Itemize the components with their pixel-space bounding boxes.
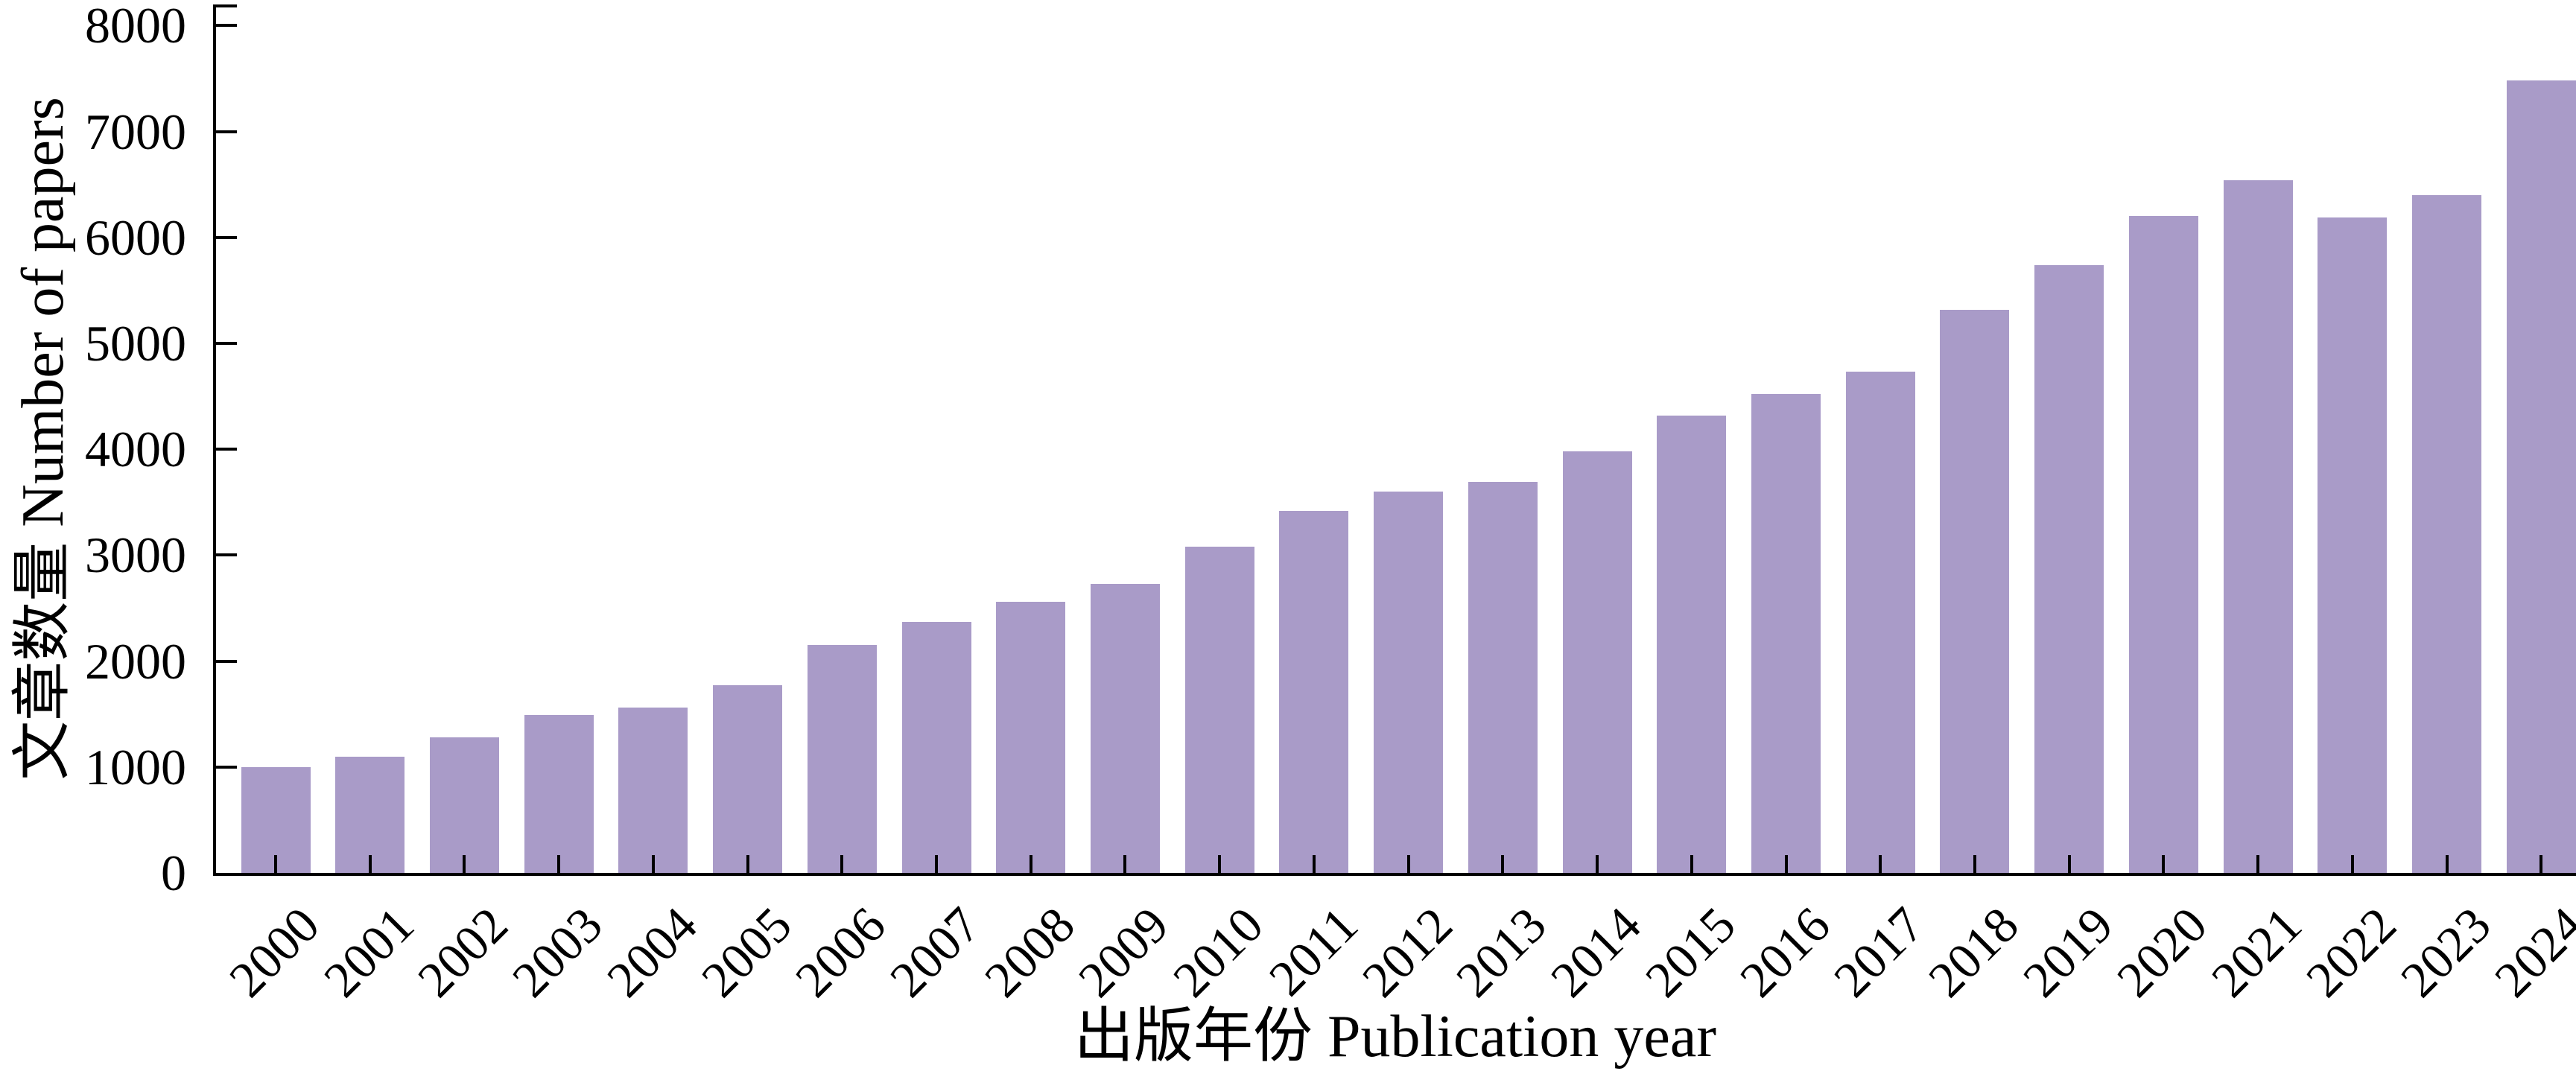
bar-2006 — [807, 645, 877, 873]
x-axis-tick — [274, 855, 277, 873]
x-axis-tick — [1501, 855, 1505, 873]
x-axis-tick — [1218, 855, 1222, 873]
x-axis-tick — [1029, 855, 1032, 873]
bar-2005 — [713, 685, 783, 873]
plot-area — [213, 4, 2576, 876]
y-tick-label-6000: 6000 — [85, 209, 186, 266]
bar-2010 — [1184, 547, 1254, 873]
bar-2021 — [2223, 180, 2293, 873]
x-axis-tick — [1406, 855, 1410, 873]
y-axis-end-tick — [216, 4, 237, 7]
y-tick-label-7000: 7000 — [85, 103, 186, 160]
x-axis-tick — [1784, 855, 1788, 873]
bar-2018 — [1940, 309, 2010, 873]
x-axis-tick — [2445, 855, 2449, 873]
y-tick-label-3000: 3000 — [85, 527, 186, 584]
bar-2015 — [1657, 415, 1727, 873]
x-axis-title: 出版年份 Publication year — [1073, 1004, 1717, 1070]
y-tick-label-0: 0 — [161, 845, 186, 901]
x-tick-label-2022: 2022 — [2294, 896, 2407, 1008]
bar-2022 — [2318, 217, 2388, 873]
x-axis-tick — [557, 855, 561, 873]
bar-2023 — [2412, 194, 2482, 873]
y-axis-tick — [216, 24, 237, 28]
bar-2008 — [996, 601, 1066, 873]
y-tick-label-8000: 8000 — [85, 0, 186, 54]
x-tick-label-2024: 2024 — [2484, 896, 2576, 1008]
x-tick-label-2018: 2018 — [1917, 896, 2029, 1008]
bar-2020 — [2128, 216, 2198, 873]
x-axis-tick — [1879, 855, 1882, 873]
bar-2002 — [429, 737, 499, 873]
x-axis-tick — [1690, 855, 1693, 873]
x-axis-tick — [840, 855, 844, 873]
x-axis-tick — [1123, 855, 1127, 873]
x-tick-label-2003: 2003 — [501, 896, 614, 1008]
y-axis-tick — [216, 448, 237, 451]
x-axis-tick — [746, 855, 749, 873]
x-tick-label-2004: 2004 — [595, 896, 708, 1008]
bar-2012 — [1374, 492, 1444, 873]
x-tick-label-2009: 2009 — [1067, 896, 1180, 1008]
x-tick-label-2006: 2006 — [784, 896, 897, 1008]
bar-2013 — [1468, 482, 1538, 873]
x-tick-label-2019: 2019 — [2011, 896, 2124, 1008]
x-axis-tick — [651, 855, 655, 873]
x-tick-label-2008: 2008 — [973, 896, 1085, 1008]
y-axis-tick — [216, 765, 237, 769]
x-axis-tick — [2256, 855, 2260, 873]
x-tick-label-2011: 2011 — [1257, 896, 1368, 1007]
x-axis-tick — [368, 855, 372, 873]
y-axis-tick — [216, 553, 237, 557]
x-axis-tick — [2539, 855, 2543, 873]
bar-2009 — [1090, 583, 1160, 873]
x-axis-tick — [1312, 855, 1316, 873]
x-tick-label-2002: 2002 — [407, 896, 519, 1008]
y-axis-tick — [216, 130, 237, 133]
y-axis-tick — [216, 342, 237, 346]
y-tick-label-1000: 1000 — [85, 738, 186, 795]
y-tick-label-4000: 4000 — [85, 421, 186, 478]
bar-2003 — [524, 715, 594, 873]
x-axis-tick — [935, 855, 939, 873]
x-tick-label-2021: 2021 — [2201, 896, 2313, 1008]
x-tick-label-2012: 2012 — [1351, 896, 1463, 1008]
x-axis-tick — [2067, 855, 2071, 873]
x-tick-label-2023: 2023 — [2389, 896, 2502, 1008]
x-tick-label-2007: 2007 — [879, 896, 991, 1008]
x-tick-label-2000: 2000 — [218, 896, 330, 1008]
bar-2004 — [618, 708, 688, 873]
y-tick-label-5000: 5000 — [85, 315, 186, 372]
x-tick-label-2005: 2005 — [690, 896, 802, 1008]
bar-2001 — [335, 756, 405, 873]
bar-2019 — [2034, 264, 2104, 873]
bar-2017 — [1845, 372, 1915, 873]
x-axis-tick — [463, 855, 466, 873]
x-axis-tick — [2350, 855, 2354, 873]
x-axis-tick — [2162, 855, 2166, 873]
bar-2011 — [1279, 510, 1349, 873]
y-tick-label-2000: 2000 — [85, 632, 186, 690]
x-tick-label-2013: 2013 — [1445, 896, 1558, 1008]
x-tick-label-2016: 2016 — [1728, 896, 1841, 1008]
x-tick-label-2015: 2015 — [1634, 896, 1746, 1008]
y-axis-tick — [216, 659, 237, 663]
x-tick-label-2020: 2020 — [2106, 896, 2218, 1008]
bar-2024 — [2506, 80, 2576, 873]
x-axis-tick — [1973, 855, 1976, 873]
bar-2007 — [901, 622, 971, 873]
x-tick-label-2010: 2010 — [1162, 896, 1275, 1008]
y-axis-tick — [216, 235, 237, 239]
x-axis-tick — [1596, 855, 1599, 873]
bar-2016 — [1751, 394, 1821, 873]
x-tick-label-2001: 2001 — [312, 896, 425, 1008]
x-tick-label-2014: 2014 — [1540, 896, 1652, 1008]
x-tick-label-2017: 2017 — [1823, 896, 1935, 1008]
bar-2014 — [1562, 451, 1632, 873]
